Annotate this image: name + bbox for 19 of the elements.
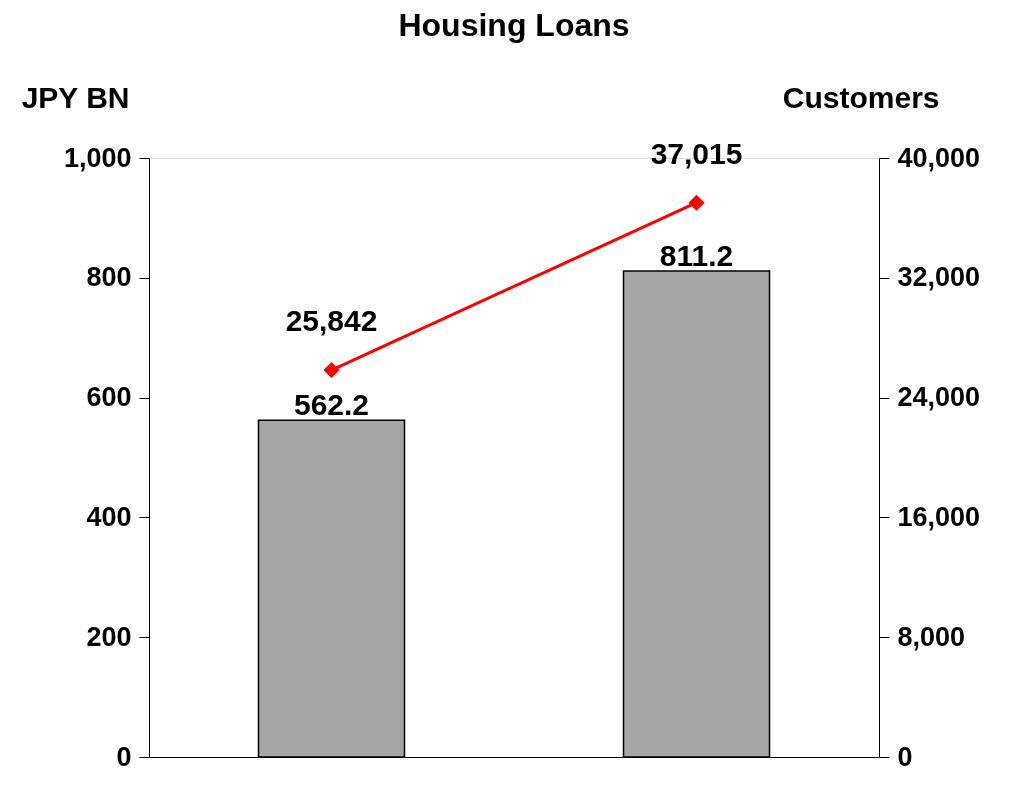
- y-tick-label: 400: [86, 501, 132, 532]
- chart-title: Housing Loans: [398, 7, 630, 43]
- y-axis-title: JPY BN: [21, 80, 130, 114]
- data-label: 25,842: [285, 304, 378, 338]
- y2-tick-label: 0: [897, 741, 913, 772]
- y2-tick-label: 40,000: [897, 142, 981, 173]
- y-tick-label: 0: [116, 741, 132, 772]
- y-tick-label: 200: [86, 621, 132, 652]
- y-tick-label: 600: [86, 382, 132, 413]
- y2-tick-label: 16,000: [897, 501, 981, 532]
- y2-axis-title: Customers: [782, 80, 940, 114]
- y2-tick-label: 24,000: [897, 382, 981, 413]
- y-tick-label: 800: [86, 262, 132, 293]
- data-label: 562.2: [293, 388, 370, 422]
- y2-tick-label: 8,000: [897, 621, 966, 652]
- y-tick-label: 1,000: [63, 142, 132, 173]
- y2-tick-label: 32,000: [897, 262, 981, 293]
- data-label: 811.2: [659, 239, 734, 273]
- data-label: 37,015: [650, 136, 743, 170]
